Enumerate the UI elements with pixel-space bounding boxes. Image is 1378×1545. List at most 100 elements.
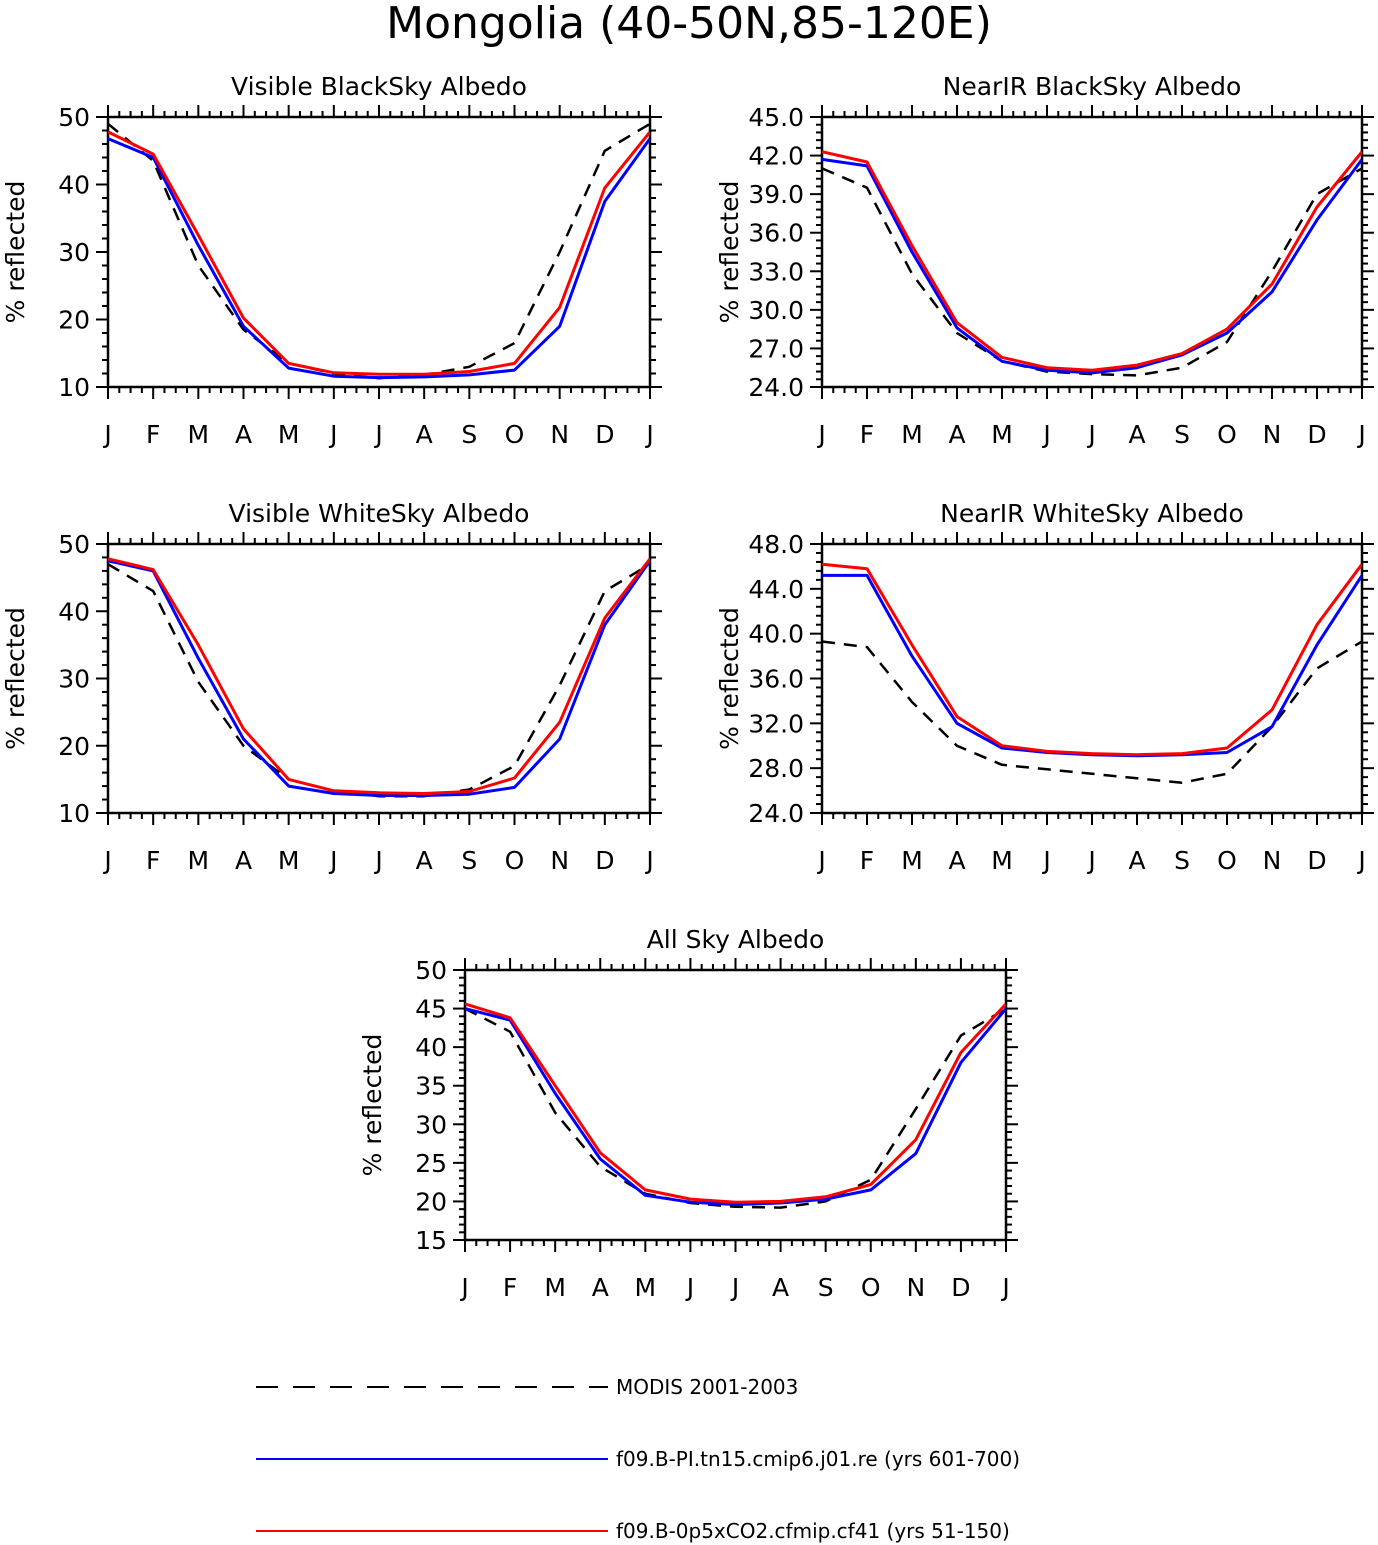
x-axis-ticks: [107, 532, 651, 825]
x-tick-label: O: [1217, 846, 1237, 875]
x-tick-label: J: [102, 846, 111, 875]
x-tick-label: J: [102, 420, 111, 449]
series-pi-line: [108, 559, 650, 797]
x-tick-label: J: [328, 846, 337, 875]
x-tick-label: J: [373, 420, 382, 449]
legend-label: f09.B-0p5xCO2.cfmip.cf41 (yrs 51-150): [616, 1519, 1010, 1543]
y-tick-label: 40: [415, 1033, 447, 1062]
y-tick-label: 20: [58, 732, 90, 761]
chart-title: Visible WhiteSky Albedo: [229, 499, 530, 528]
y-tick-label: 10: [58, 799, 90, 828]
y-tick-label: 42.0: [748, 142, 804, 171]
x-tick-label: M: [278, 420, 300, 449]
y-axis-ticks: [96, 116, 662, 388]
x-tick-label: N: [906, 1273, 925, 1302]
x-tick-label: M: [991, 846, 1013, 875]
series-co2-line: [108, 557, 650, 795]
series-pi-line: [822, 157, 1362, 375]
x-tick-label: A: [1128, 846, 1145, 875]
y-tick-label: 25: [415, 1149, 447, 1178]
chart-title: Visible BlackSky Albedo: [231, 72, 527, 101]
y-tick-label: 50: [58, 530, 90, 559]
x-tick-label: A: [235, 846, 252, 875]
y-tick-label: 39.0: [748, 180, 804, 209]
y-tick-label: 24.0: [748, 373, 804, 402]
series-pi-line: [822, 573, 1362, 758]
plot-frame: [463, 968, 1008, 1242]
y-axis-label: % reflected: [715, 607, 744, 750]
x-tick-label: F: [146, 420, 160, 449]
x-tick-label: S: [1174, 420, 1190, 449]
legend: MODIS 2001-2003 f09.B-PI.tn15.cmip6.j01.r…: [256, 1375, 1020, 1543]
y-axis-label: % reflected: [1, 607, 30, 750]
x-tick-label: A: [416, 846, 433, 875]
x-tick-label: J: [1356, 420, 1365, 449]
y-axis-label: % reflected: [715, 181, 744, 324]
y-tick-label: 15: [415, 1226, 447, 1255]
y-tick-label: 30: [58, 665, 90, 694]
x-tick-label: O: [505, 846, 525, 875]
y-tick-label: 20: [58, 306, 90, 335]
x-tick-label: D: [595, 846, 614, 875]
chart-title: NearIR WhiteSky Albedo: [940, 499, 1244, 528]
x-tick-label: O: [505, 420, 525, 449]
y-tick-label: 50: [58, 103, 90, 132]
y-tick-label: 28.0: [748, 754, 804, 783]
series-modis-line: [108, 563, 650, 798]
x-tick-label: O: [1217, 420, 1237, 449]
x-tick-label: J: [644, 846, 653, 875]
y-axis-ticks: [453, 969, 1018, 1241]
x-tick-label: J: [373, 846, 382, 875]
y-tick-label: 50: [415, 956, 447, 985]
x-tick-label: M: [188, 846, 210, 875]
x-axis-ticks: [107, 105, 651, 399]
x-axis-ticks: [464, 958, 1007, 1252]
x-tick-label: A: [948, 846, 965, 875]
x-tick-label: A: [592, 1273, 609, 1302]
x-tick-label: J: [1356, 846, 1365, 875]
x-axis-ticks: [821, 105, 1363, 399]
x-tick-label: N: [550, 846, 569, 875]
x-tick-label: J: [1041, 846, 1050, 875]
series-modis-line: [465, 1007, 1006, 1209]
x-tick-label: J: [1086, 420, 1095, 449]
x-tick-label: F: [860, 420, 874, 449]
y-axis-label: % reflected: [358, 1034, 387, 1177]
x-tick-label: D: [1307, 420, 1326, 449]
y-axis-ticks: [810, 116, 1374, 388]
x-tick-label: S: [818, 1273, 834, 1302]
x-tick-label: O: [861, 1273, 881, 1302]
x-tick-label: D: [1307, 846, 1326, 875]
x-tick-label: A: [416, 420, 433, 449]
x-tick-label: N: [1263, 420, 1282, 449]
y-tick-label: 35: [415, 1072, 447, 1101]
y-tick-label: 24.0: [748, 799, 804, 828]
x-tick-label: J: [459, 1273, 468, 1302]
x-tick-label: N: [550, 420, 569, 449]
y-tick-label: 48.0: [748, 530, 804, 559]
figure-title: Mongolia (40-50N,85-120E): [386, 0, 992, 49]
x-tick-label: N: [1263, 846, 1282, 875]
x-tick-label: D: [951, 1273, 970, 1302]
x-tick-label: J: [1041, 420, 1050, 449]
x-tick-label: M: [278, 846, 300, 875]
x-tick-label: M: [901, 420, 923, 449]
series-modis-line: [822, 167, 1362, 377]
x-tick-label: F: [503, 1273, 517, 1302]
x-tick-label: S: [461, 420, 477, 449]
x-tick-label: J: [1086, 846, 1095, 875]
y-tick-label: 27.0: [748, 334, 804, 363]
plot-frame: [106, 542, 652, 815]
series-co2-line: [465, 1002, 1006, 1204]
y-tick-label: 30: [415, 1110, 447, 1139]
x-tick-label: D: [595, 420, 614, 449]
series-co2-line: [822, 150, 1362, 372]
plot-frame: [820, 115, 1364, 389]
x-tick-label: M: [188, 420, 210, 449]
series-co2-line: [108, 130, 650, 376]
series-modis-line: [108, 122, 650, 380]
y-tick-label: 30.0: [748, 296, 804, 325]
